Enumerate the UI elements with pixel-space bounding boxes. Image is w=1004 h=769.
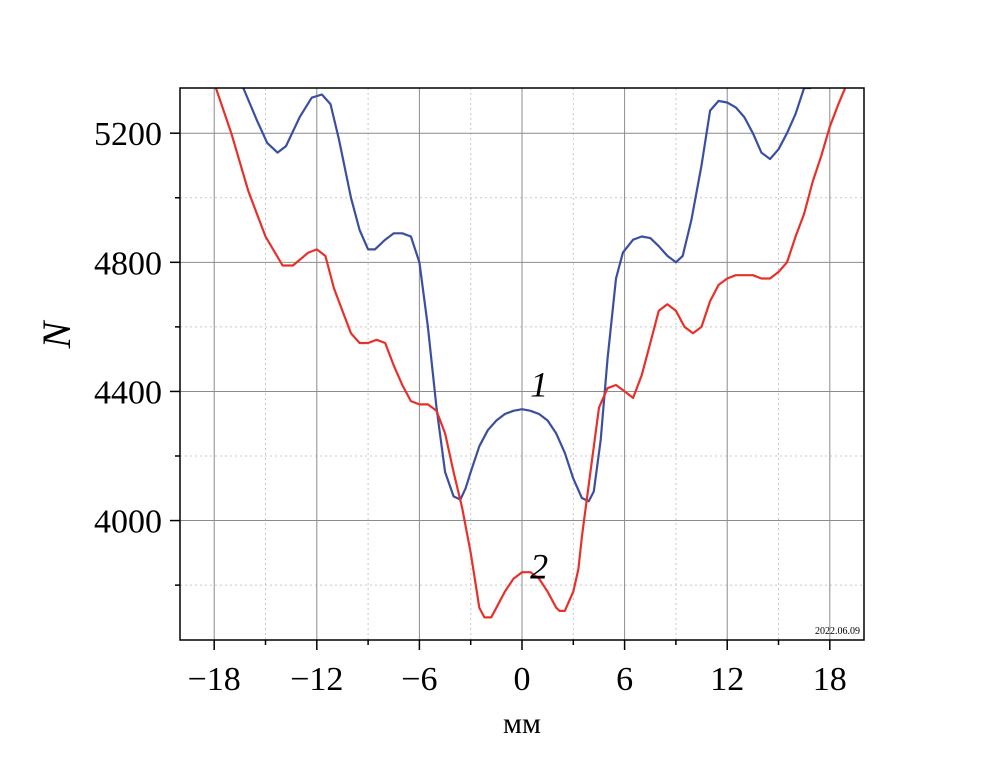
- series-line-2: [214, 88, 847, 619]
- x-tick-label: −6: [401, 661, 437, 698]
- data-series: [214, 88, 847, 619]
- x-tick-label: 12: [710, 661, 744, 698]
- y-tick-label: 4400: [94, 374, 162, 411]
- y-axis-label: N: [34, 319, 79, 349]
- series-line-1: [242, 88, 811, 503]
- x-axis-label: мм: [503, 707, 541, 740]
- x-tick-label: 6: [616, 661, 633, 698]
- x-tick-label: −18: [188, 661, 241, 698]
- x-tick-label: 18: [813, 661, 847, 698]
- y-tick-label: 4800: [94, 245, 162, 282]
- curve-label-1: 1: [530, 364, 548, 404]
- y-tick-label: 5200: [94, 116, 162, 153]
- major-grid: [180, 88, 864, 640]
- y-tick-labels: 4000 4400 4800 5200: [94, 116, 162, 540]
- curve-label-2: 2: [530, 547, 548, 587]
- curve-annotations: 12: [530, 364, 548, 586]
- x-tick-label: −12: [290, 661, 343, 698]
- axis-ticks: [170, 132, 831, 650]
- x-tick-label: 0: [514, 661, 531, 698]
- y-tick-label: 4000: [94, 504, 162, 541]
- x-tick-labels: −18 −12 −6 0 6 12 18: [188, 661, 847, 698]
- date-stamp: 2022.06.09: [815, 626, 860, 637]
